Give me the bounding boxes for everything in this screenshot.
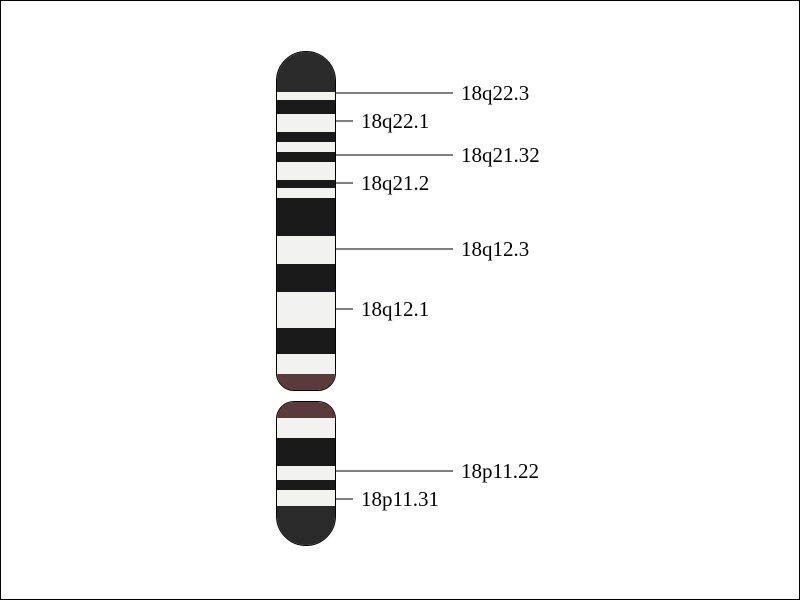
band: [277, 162, 335, 180]
band-label: 18q12.1: [361, 297, 429, 322]
band: [277, 152, 335, 162]
q-arm: [276, 51, 336, 391]
band: [277, 292, 335, 328]
p-arm: [276, 401, 336, 546]
band: [277, 402, 335, 418]
band: [277, 264, 335, 292]
band: [277, 490, 335, 506]
band: [277, 114, 335, 132]
band: [277, 142, 335, 152]
chromosome-ideogram: { "diagram": { "type": "ideogram", "chro…: [1, 1, 800, 601]
band: [277, 354, 335, 374]
band-label: 18q21.32: [461, 143, 540, 168]
band: [277, 466, 335, 480]
band-label: 18q12.3: [461, 237, 529, 262]
band: [277, 328, 335, 354]
band: [277, 506, 335, 546]
band: [277, 132, 335, 142]
band-label: 18p11.31: [361, 487, 439, 512]
band-label: 18p11.22: [461, 459, 539, 484]
band: [277, 374, 335, 391]
band: [277, 236, 335, 264]
band-label: 18q22.1: [361, 109, 429, 134]
band-label: 18q21.2: [361, 171, 429, 196]
band: [277, 418, 335, 438]
band: [277, 198, 335, 236]
band: [277, 438, 335, 466]
band: [277, 52, 335, 92]
band: [277, 92, 335, 100]
band-label: 18q22.3: [461, 81, 529, 106]
band: [277, 100, 335, 114]
band: [277, 180, 335, 188]
band: [277, 480, 335, 490]
band: [277, 188, 335, 198]
